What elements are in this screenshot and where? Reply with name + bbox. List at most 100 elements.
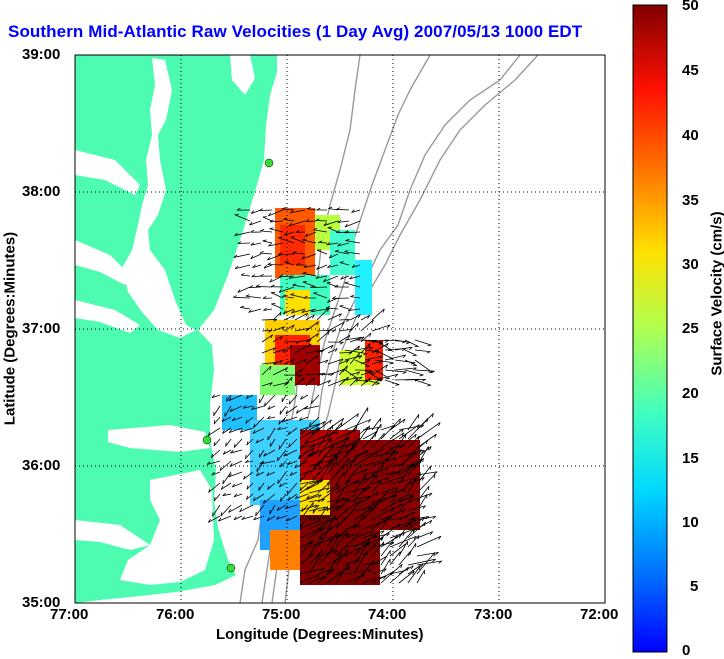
- velocity-arrow: [344, 419, 371, 431]
- velocity-arrow: [239, 427, 254, 433]
- velocity-arrow: [268, 209, 284, 217]
- velocity-arrowhead: [228, 397, 232, 402]
- velocity-arrowhead: [419, 449, 422, 454]
- velocity-arrow: [263, 264, 273, 269]
- velocity-arrow: [316, 329, 336, 332]
- velocity-arrowhead: [361, 336, 365, 341]
- colorbar-tick-label: 20: [682, 385, 699, 402]
- velocity-arrow: [300, 515, 309, 528]
- velocity-arrowhead: [434, 433, 437, 438]
- velocity-arrow: [276, 504, 287, 511]
- velocity-arrow: [278, 416, 287, 425]
- velocity-arrow: [317, 431, 339, 440]
- velocity-arrowhead: [318, 240, 323, 243]
- velocity-arrowhead: [295, 262, 300, 266]
- velocity-arrow: [389, 551, 401, 566]
- velocity-arrowhead: [316, 321, 319, 326]
- velocity-arrow: [269, 275, 284, 283]
- velocity-arrowhead: [288, 443, 291, 448]
- velocity-arrow: [250, 242, 262, 246]
- velocity-arrow: [272, 348, 286, 354]
- velocity-arrow: [299, 574, 320, 584]
- velocity-arrow: [240, 274, 251, 277]
- velocity-arrowhead: [316, 480, 320, 485]
- velocity-arrowhead: [354, 523, 357, 528]
- velocity-arrowhead: [402, 532, 406, 537]
- velocity-arrow: [234, 231, 251, 237]
- velocity-arrowhead: [329, 419, 332, 424]
- velocity-arrow: [220, 504, 232, 517]
- velocity-arrow: [245, 416, 254, 424]
- velocity-arrowhead: [429, 520, 433, 524]
- y-axis-label: Latitude (Degrees:Minutes): [1, 231, 19, 426]
- velocity-arrowhead: [367, 359, 371, 364]
- velocity-arrow: [371, 457, 397, 467]
- velocity-arrow: [310, 286, 328, 289]
- velocity-arrowhead: [382, 520, 386, 524]
- velocity-arrowhead: [366, 495, 370, 500]
- velocity-arrowhead: [359, 464, 362, 469]
- velocity-arrow: [211, 471, 221, 476]
- velocity-arrow: [364, 355, 383, 361]
- velocity-arrow: [344, 568, 372, 575]
- velocity-arrow: [269, 504, 276, 515]
- velocity-arrow: [344, 336, 362, 341]
- velocity-arrow: [326, 553, 349, 566]
- velocity-arrow: [371, 480, 382, 494]
- velocity-arrowhead: [255, 284, 260, 287]
- velocity-arrowhead: [355, 532, 360, 537]
- velocity-arrow: [315, 275, 328, 279]
- velocity-arrow: [263, 308, 273, 311]
- velocity-arrow: [344, 425, 358, 440]
- velocity-arrowhead: [300, 368, 303, 373]
- velocity-arrow: [416, 551, 439, 557]
- velocity-arrowhead: [288, 222, 293, 227]
- velocity-arrow: [292, 252, 306, 255]
- velocity-arrowhead: [292, 251, 297, 254]
- velocity-arrowhead: [339, 261, 344, 263]
- velocity-arrowhead: [310, 285, 315, 288]
- velocity-arrowhead: [417, 435, 420, 440]
- velocity-arrowhead: [339, 341, 344, 345]
- velocity-arrowhead: [352, 538, 355, 543]
- velocity-arrow: [362, 498, 382, 521]
- velocity-arrow: [384, 369, 407, 373]
- velocity-arrowhead: [411, 362, 416, 365]
- velocity-arrow: [327, 378, 346, 387]
- velocity-arrow: [308, 487, 330, 494]
- velocity-arrowhead: [245, 454, 247, 459]
- velocity-arrowhead: [394, 493, 398, 498]
- velocity-arrowhead: [255, 439, 259, 444]
- velocity-arrowhead: [240, 273, 245, 276]
- velocity-arrow: [308, 516, 328, 521]
- velocity-arrow: [255, 438, 265, 444]
- velocity-arrow: [374, 359, 394, 364]
- velocity-arrowhead: [429, 492, 433, 497]
- velocity-arrowhead: [336, 483, 339, 488]
- velocity-arrowhead: [356, 371, 361, 376]
- velocity-arrowhead: [304, 406, 308, 410]
- velocity-arrowhead: [276, 456, 279, 462]
- velocity-arrowhead: [327, 307, 330, 313]
- velocity-arrow: [283, 449, 298, 457]
- velocity-arrowhead: [425, 440, 428, 445]
- velocity-arrowhead: [323, 575, 327, 580]
- velocity-arrowhead: [300, 430, 304, 435]
- velocity-arrowhead: [252, 497, 256, 501]
- station-marker: [264, 158, 274, 168]
- velocity-arrow: [263, 493, 276, 504]
- velocity-arrowhead: [287, 431, 291, 436]
- velocity-arrowhead: [315, 427, 319, 432]
- velocity-arrow: [240, 307, 251, 310]
- velocity-arrowhead: [312, 450, 314, 455]
- velocity-arrow: [362, 465, 384, 485]
- velocity-arrow: [416, 560, 442, 566]
- colorbar-tick-label: 35: [682, 192, 699, 209]
- velocity-arrow: [317, 482, 330, 494]
- velocity-arrowhead: [277, 426, 281, 430]
- velocity-arrow: [344, 376, 363, 381]
- velocity-arrow: [398, 522, 413, 530]
- velocity-arrowhead: [245, 395, 249, 399]
- velocity-arrow: [261, 382, 273, 387]
- velocity-arrow: [267, 264, 284, 266]
